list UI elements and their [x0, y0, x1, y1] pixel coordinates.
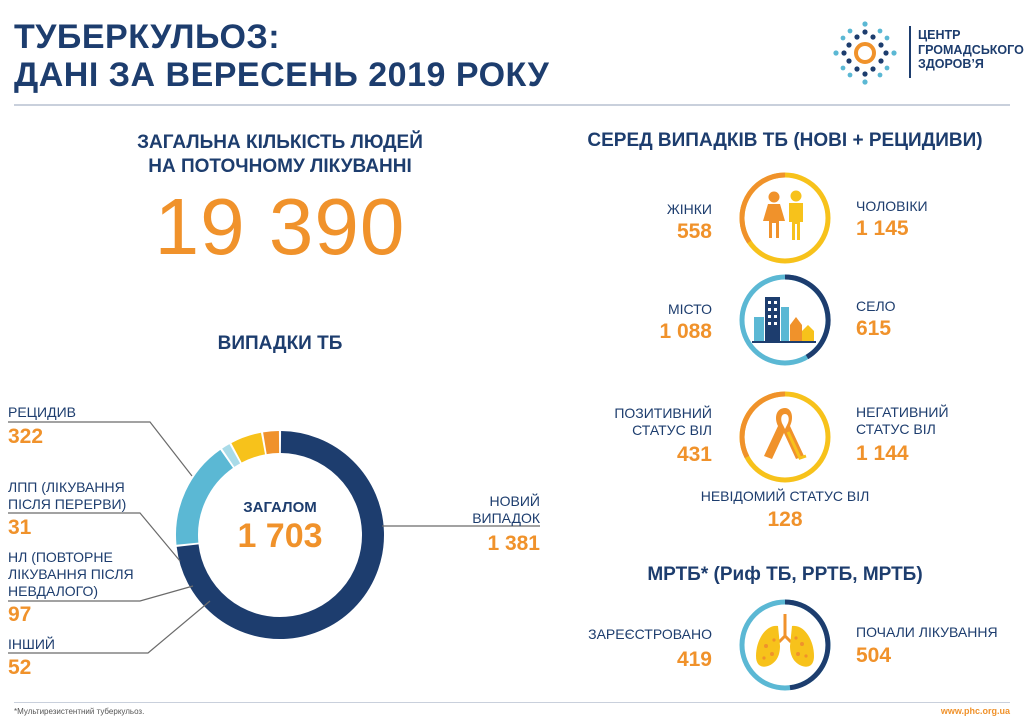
footer-divider: [14, 702, 1010, 703]
leader-other: [8, 600, 211, 654]
nl-label-line3: НЕВДАЛОГО): [8, 583, 99, 599]
women-label: ЖІНКИ: [666, 201, 712, 217]
nl-label-line1: НЛ (ПОВТОРНЕ: [8, 549, 113, 565]
hiv-positive-label: ПОЗИТИВНИЙ СТАТУС ВІЛ: [590, 405, 712, 439]
footer-url[interactable]: www.phc.org.ua: [940, 706, 1010, 716]
other-label: ІНШИЙ: [8, 636, 55, 652]
donut-segment-other: [263, 431, 280, 455]
among-heading: СЕРЕД ВИПАДКІВ ТБ (НОВІ + РЕЦИДИВИ): [587, 130, 983, 151]
donut-segment-lpp: [222, 444, 241, 467]
hiv-unknown-label: НЕВІДОМИЙ СТАТУС ВІЛ: [700, 488, 870, 504]
ribbon-icon: [764, 408, 807, 460]
donut-total-label: ЗАГАЛОМ: [243, 499, 317, 516]
logo-divider: [909, 26, 911, 78]
lpp-label-line2: ПІСЛЯ ПЕРЕРВИ): [8, 496, 127, 512]
mdr-ring: [739, 599, 831, 691]
lpp-value: 31: [8, 516, 32, 539]
city-label: МІСТО: [667, 301, 712, 317]
relapse-value: 322: [8, 425, 44, 448]
treatment-heading-line1: ЗАГАЛЬНА КІЛЬКІСТЬ ЛЮДЕЙ: [137, 132, 423, 153]
leader-lpp: [8, 512, 181, 562]
treatment-heading-line2: НА ПОТОЧНОМУ ЛІКУВАННІ: [148, 156, 412, 177]
men-label: ЧОЛОВІКИ: [856, 198, 928, 214]
new-case-label-line2: ВИПАДОК: [472, 510, 540, 526]
mdr-started-label: ПОЧАЛИ ЛІКУВАННЯ: [856, 624, 998, 640]
nl-value: 97: [8, 603, 32, 626]
other-value: 52: [8, 656, 32, 679]
page-title-line2: ДАНІ ЗА ВЕРЕСЕНЬ 2019 РОКУ: [14, 56, 550, 94]
mdr-registered-label: ЗАРЕЄСТРОВАНО: [588, 626, 712, 642]
logo-line1: ЦЕНТР: [918, 28, 961, 42]
lpp-label-line1: ЛПП (ЛІКУВАННЯ: [8, 479, 125, 495]
hiv-positive-value: 431: [676, 443, 712, 466]
buildings-icon: [752, 297, 816, 343]
new-case-label-line1: НОВИЙ: [489, 493, 540, 509]
donut-segments: [176, 431, 384, 639]
cases-donut-chart: [8, 421, 540, 654]
footer-note: *Мультирезистентний туберкульоз.: [14, 707, 145, 716]
donut-segment-new: [176, 431, 384, 639]
leader-relapse: [8, 421, 193, 477]
donut-segment-relapse: [176, 449, 234, 545]
nl-label-line2: ЛІКУВАННЯ ПІСЛЯ: [8, 566, 134, 582]
donut-total-value: 1 703: [237, 517, 323, 555]
hiv-negative-label-line1: НЕГАТИВНИЙ: [856, 404, 949, 420]
logo-line2: ГРОМАДСЬКОГО: [918, 42, 1024, 57]
header-divider: [14, 104, 1010, 106]
leader-nl: [8, 585, 194, 602]
village-value: 615: [856, 317, 892, 340]
mdr-heading: МРТБ* (Риф ТБ, РРТБ, МРТБ): [647, 564, 923, 585]
treatment-heading: ЗАГАЛЬНА КІЛЬКІСТЬ ЛЮДЕЙ НА ПОТОЧНОМУ ЛІ…: [70, 131, 490, 179]
cases-heading: ВИПАДКИ ТБ: [217, 333, 343, 354]
hiv-negative-label-line2: СТАТУС ВІЛ: [856, 421, 936, 437]
logo-text: ЦЕНТР ГРОМАДСЬКОГО ЗДОРОВ’Я: [918, 28, 1024, 72]
hiv-ring: [739, 391, 831, 483]
nl-label: НЛ (ПОВТОРНЕ ЛІКУВАННЯ ПІСЛЯ НЕВДАЛОГО): [8, 549, 134, 600]
lpp-label: ЛПП (ЛІКУВАННЯ ПІСЛЯ ПЕРЕРВИ): [8, 479, 126, 513]
logo-icon: [833, 21, 897, 85]
men-value: 1 145: [856, 217, 909, 240]
treatment-total-value: 19 390: [154, 182, 406, 271]
gender-ring: [739, 172, 831, 264]
hiv-negative-label: НЕГАТИВНИЙ СТАТУС ВІЛ: [856, 404, 949, 438]
page-title: ТУБЕРКУЛЬОЗ: ДАНІ ЗА ВЕРЕСЕНЬ 2019 РОКУ: [14, 18, 549, 94]
city-value: 1 088: [659, 320, 712, 343]
relapse-label: РЕЦИДИВ: [8, 404, 76, 420]
logo-line3: ЗДОРОВ’Я: [918, 57, 984, 71]
lungs-icon: [756, 614, 814, 667]
women-value: 558: [676, 220, 712, 243]
donut-segment-nl: [231, 432, 266, 463]
village-label: СЕЛО: [856, 298, 896, 314]
city-ring: [739, 274, 831, 366]
hiv-negative-value: 1 144: [856, 442, 909, 465]
page-title-line1: ТУБЕРКУЛЬОЗ:: [14, 18, 281, 56]
people-icon: [763, 190, 803, 240]
mdr-registered-value: 419: [676, 648, 712, 671]
new-case-value: 1 381: [487, 532, 540, 555]
hiv-unknown-value: 128: [767, 508, 803, 531]
hiv-positive-label-line2: СТАТУС ВІЛ: [632, 422, 712, 438]
new-case-label: НОВИЙ ВИПАДОК: [440, 493, 540, 527]
hiv-positive-label-line1: ПОЗИТИВНИЙ: [614, 405, 712, 421]
mdr-started-value: 504: [856, 644, 892, 667]
